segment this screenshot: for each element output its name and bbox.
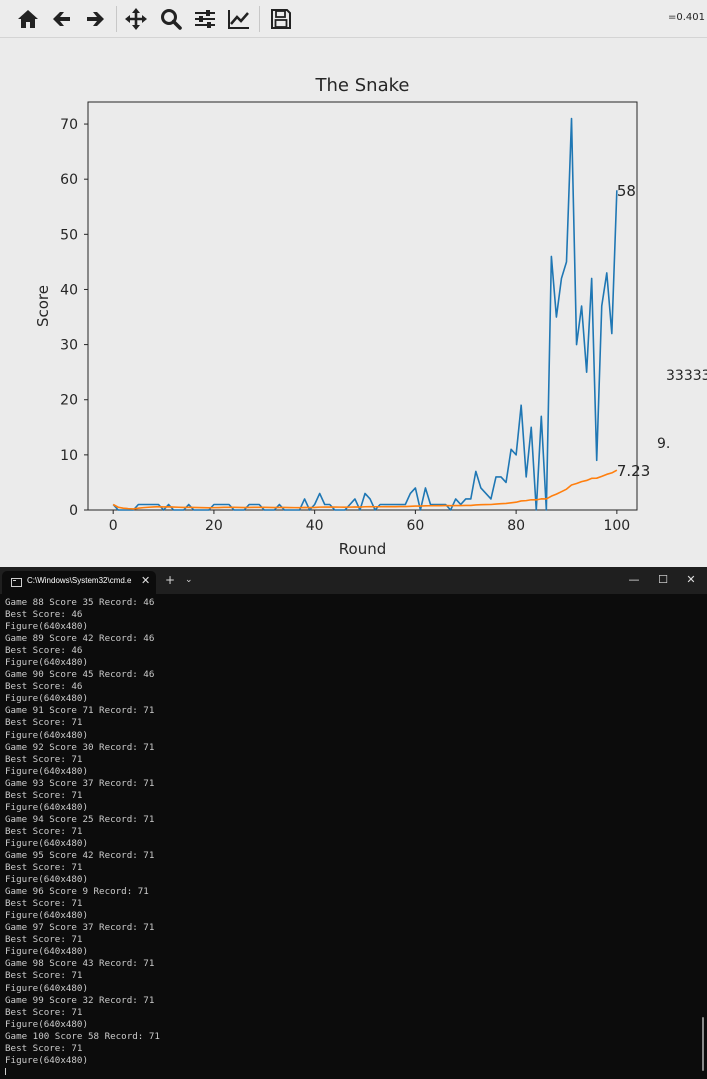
terminal-line: Game 100 Score 58 Record: 71 — [5, 1030, 160, 1042]
y-tick-label: 50 — [60, 227, 78, 243]
x-tick-label: 40 — [306, 518, 324, 534]
y-tick-label: 0 — [69, 503, 78, 519]
x-tick-label: 20 — [205, 518, 223, 534]
tab-dropdown-icon[interactable]: ⌄ — [185, 575, 193, 585]
terminal-line: Best Score: 71 — [5, 1042, 83, 1054]
forward-icon[interactable] — [80, 4, 110, 34]
x-axis-label: Round — [339, 540, 386, 558]
terminal-line: Best Score: 71 — [5, 862, 83, 874]
coordinate-readout: =0.401 — [667, 12, 705, 23]
terminal-line: Figure(640x480) — [5, 910, 88, 922]
edit-axis-icon[interactable] — [224, 4, 254, 34]
terminal-line: Best Score: 71 — [5, 789, 83, 801]
terminal-line: Best Score: 71 — [5, 898, 83, 910]
pan-icon[interactable] — [121, 4, 151, 34]
new-tab-button[interactable]: + — [165, 573, 176, 587]
terminal-line: Figure(640x480) — [5, 657, 88, 669]
y-axis-label: Score — [34, 285, 52, 327]
y-tick-label: 70 — [60, 117, 78, 133]
y-tick-label: 10 — [60, 448, 78, 464]
terminal-titlebar: C:\Windows\System32\cmd.e ✕ + ⌄ — ☐ ✕ — [0, 567, 707, 594]
terminal-line: Game 92 Score 30 Record: 71 — [5, 741, 155, 753]
series-end-label-1: 58 — [617, 182, 636, 200]
x-tick-label: 80 — [507, 518, 525, 534]
terminal-line: Best Score: 46 — [5, 609, 83, 621]
home-icon[interactable] — [13, 4, 43, 34]
terminal-output[interactable]: Game 88 Score 35 Record: 46 Best Score: 4… — [5, 597, 695, 1075]
terminal-line: Figure(640x480) — [5, 693, 88, 705]
terminal-tab[interactable]: C:\Windows\System32\cmd.e ✕ — [2, 571, 156, 594]
chart-canvas: The Snake Round Score 0 20 40 60 80 100 0 10 20… — [0, 38, 707, 567]
terminal-line: Best Score: 71 — [5, 753, 83, 765]
save-icon[interactable] — [266, 4, 296, 34]
terminal-line: Best Score: 71 — [5, 825, 83, 837]
series-end-label-2: 7.23 — [617, 462, 650, 480]
configure-subplots-icon[interactable] — [190, 4, 220, 34]
close-button[interactable]: ✕ — [686, 573, 696, 586]
terminal-line: Figure(640x480) — [5, 946, 88, 958]
series-line-2 — [112, 469, 618, 510]
y-axis-ticks: 0 10 20 30 40 50 60 70 — [60, 117, 88, 519]
series-line-1 — [112, 117, 618, 511]
terminal-line: Figure(640x480) — [5, 837, 88, 849]
terminal-line: Game 88 Score 35 Record: 46 — [5, 597, 155, 608]
x-axis-ticks: 0 20 40 60 80 100 — [109, 510, 630, 534]
toolbar-separator — [259, 6, 260, 32]
terminal-line: Figure(640x480) — [5, 1054, 88, 1066]
x-tick-label: 60 — [406, 518, 424, 534]
zoom-icon[interactable] — [156, 4, 186, 34]
matplotlib-figure-window: =0.401 The Snake Round Score 0 20 40 60 80 10… — [0, 0, 707, 567]
terminal-line: Best Score: 46 — [5, 681, 83, 693]
terminal-line: Best Score: 71 — [5, 970, 83, 982]
y-tick-label: 20 — [60, 393, 78, 409]
terminal-line: Figure(640x480) — [5, 729, 88, 741]
tab-close-icon[interactable]: ✕ — [141, 574, 151, 587]
terminal-line: Game 99 Score 32 Record: 71 — [5, 994, 155, 1006]
minimize-button[interactable]: — — [628, 573, 640, 586]
stray-text-9: 9. — [657, 436, 670, 452]
terminal-line: Game 90 Score 45 Record: 46 — [5, 669, 155, 681]
plot-area — [87, 101, 638, 511]
terminal-line: Figure(640x480) — [5, 621, 88, 633]
terminal-lines: Game 88 Score 35 Record: 46 Best Score: 4… — [5, 597, 695, 1067]
terminal-cursor — [5, 1067, 6, 1075]
terminal-line: Game 93 Score 37 Record: 71 — [5, 777, 155, 789]
stray-text-33333: 33333 — [666, 368, 707, 384]
terminal-line: Best Score: 71 — [5, 1006, 83, 1018]
terminal-line: Game 95 Score 42 Record: 71 — [5, 849, 155, 861]
terminal-line: Figure(640x480) — [5, 801, 88, 813]
terminal-scrollbar[interactable] — [702, 1017, 704, 1071]
maximize-button[interactable]: ☐ — [658, 573, 668, 586]
terminal-line: Game 98 Score 43 Record: 71 — [5, 958, 155, 970]
terminal-icon — [11, 578, 22, 587]
end-labels: 587.23 — [617, 182, 650, 480]
series-lines — [112, 117, 618, 511]
x-tick-label: 100 — [603, 518, 630, 534]
terminal-line: Game 94 Score 25 Record: 71 — [5, 813, 155, 825]
terminal-tab-title: C:\Windows\System32\cmd.e — [27, 576, 132, 585]
chart-title: The Snake — [315, 75, 410, 96]
terminal-line: Game 96 Score 9 Record: 71 — [5, 886, 149, 898]
back-icon[interactable] — [47, 4, 77, 34]
toolbar-separator — [116, 6, 117, 32]
terminal-line: Game 97 Score 37 Record: 71 — [5, 922, 155, 934]
terminal-window: C:\Windows\System32\cmd.e ✕ + ⌄ — ☐ ✕ Ga… — [0, 567, 707, 1079]
navigation-toolbar: =0.401 — [0, 0, 707, 38]
terminal-line: Best Score: 46 — [5, 645, 83, 657]
y-tick-label: 60 — [60, 172, 78, 188]
terminal-line: Figure(640x480) — [5, 765, 88, 777]
y-tick-label: 40 — [60, 282, 78, 298]
terminal-line: Figure(640x480) — [5, 1018, 88, 1030]
terminal-line: Figure(640x480) — [5, 874, 88, 886]
y-tick-label: 30 — [60, 338, 78, 354]
x-tick-label: 0 — [109, 518, 118, 534]
terminal-line: Game 89 Score 42 Record: 46 — [5, 633, 155, 645]
terminal-line: Best Score: 71 — [5, 717, 83, 729]
terminal-line: Best Score: 71 — [5, 934, 83, 946]
terminal-line: Figure(640x480) — [5, 982, 88, 994]
terminal-line: Game 91 Score 71 Record: 71 — [5, 705, 155, 717]
